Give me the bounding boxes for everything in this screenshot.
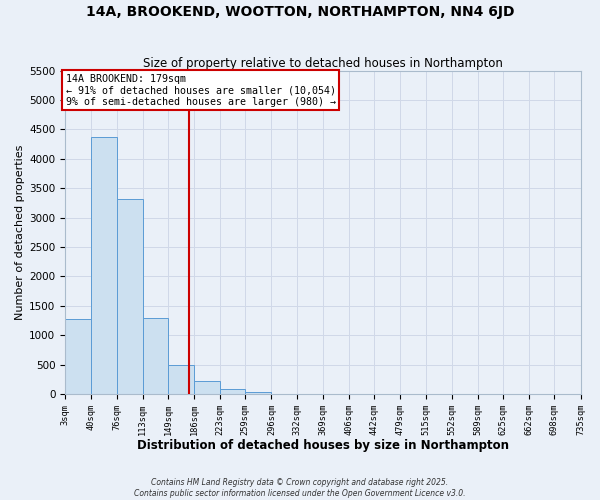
Bar xyxy=(220,390,245,394)
Bar xyxy=(245,392,271,394)
Text: 14A BROOKEND: 179sqm
← 91% of detached houses are smaller (10,054)
9% of semi-de: 14A BROOKEND: 179sqm ← 91% of detached h… xyxy=(66,74,336,107)
Bar xyxy=(91,136,116,394)
Text: Contains HM Land Registry data © Crown copyright and database right 2025.
Contai: Contains HM Land Registry data © Crown c… xyxy=(134,478,466,498)
X-axis label: Distribution of detached houses by size in Northampton: Distribution of detached houses by size … xyxy=(137,440,509,452)
Bar xyxy=(143,318,168,394)
Bar xyxy=(194,380,220,394)
Bar xyxy=(65,320,91,394)
Title: Size of property relative to detached houses in Northampton: Size of property relative to detached ho… xyxy=(143,56,503,70)
Bar xyxy=(168,364,194,394)
Y-axis label: Number of detached properties: Number of detached properties xyxy=(15,144,25,320)
Text: 14A, BROOKEND, WOOTTON, NORTHAMPTON, NN4 6JD: 14A, BROOKEND, WOOTTON, NORTHAMPTON, NN4… xyxy=(86,5,514,19)
Bar xyxy=(116,199,143,394)
